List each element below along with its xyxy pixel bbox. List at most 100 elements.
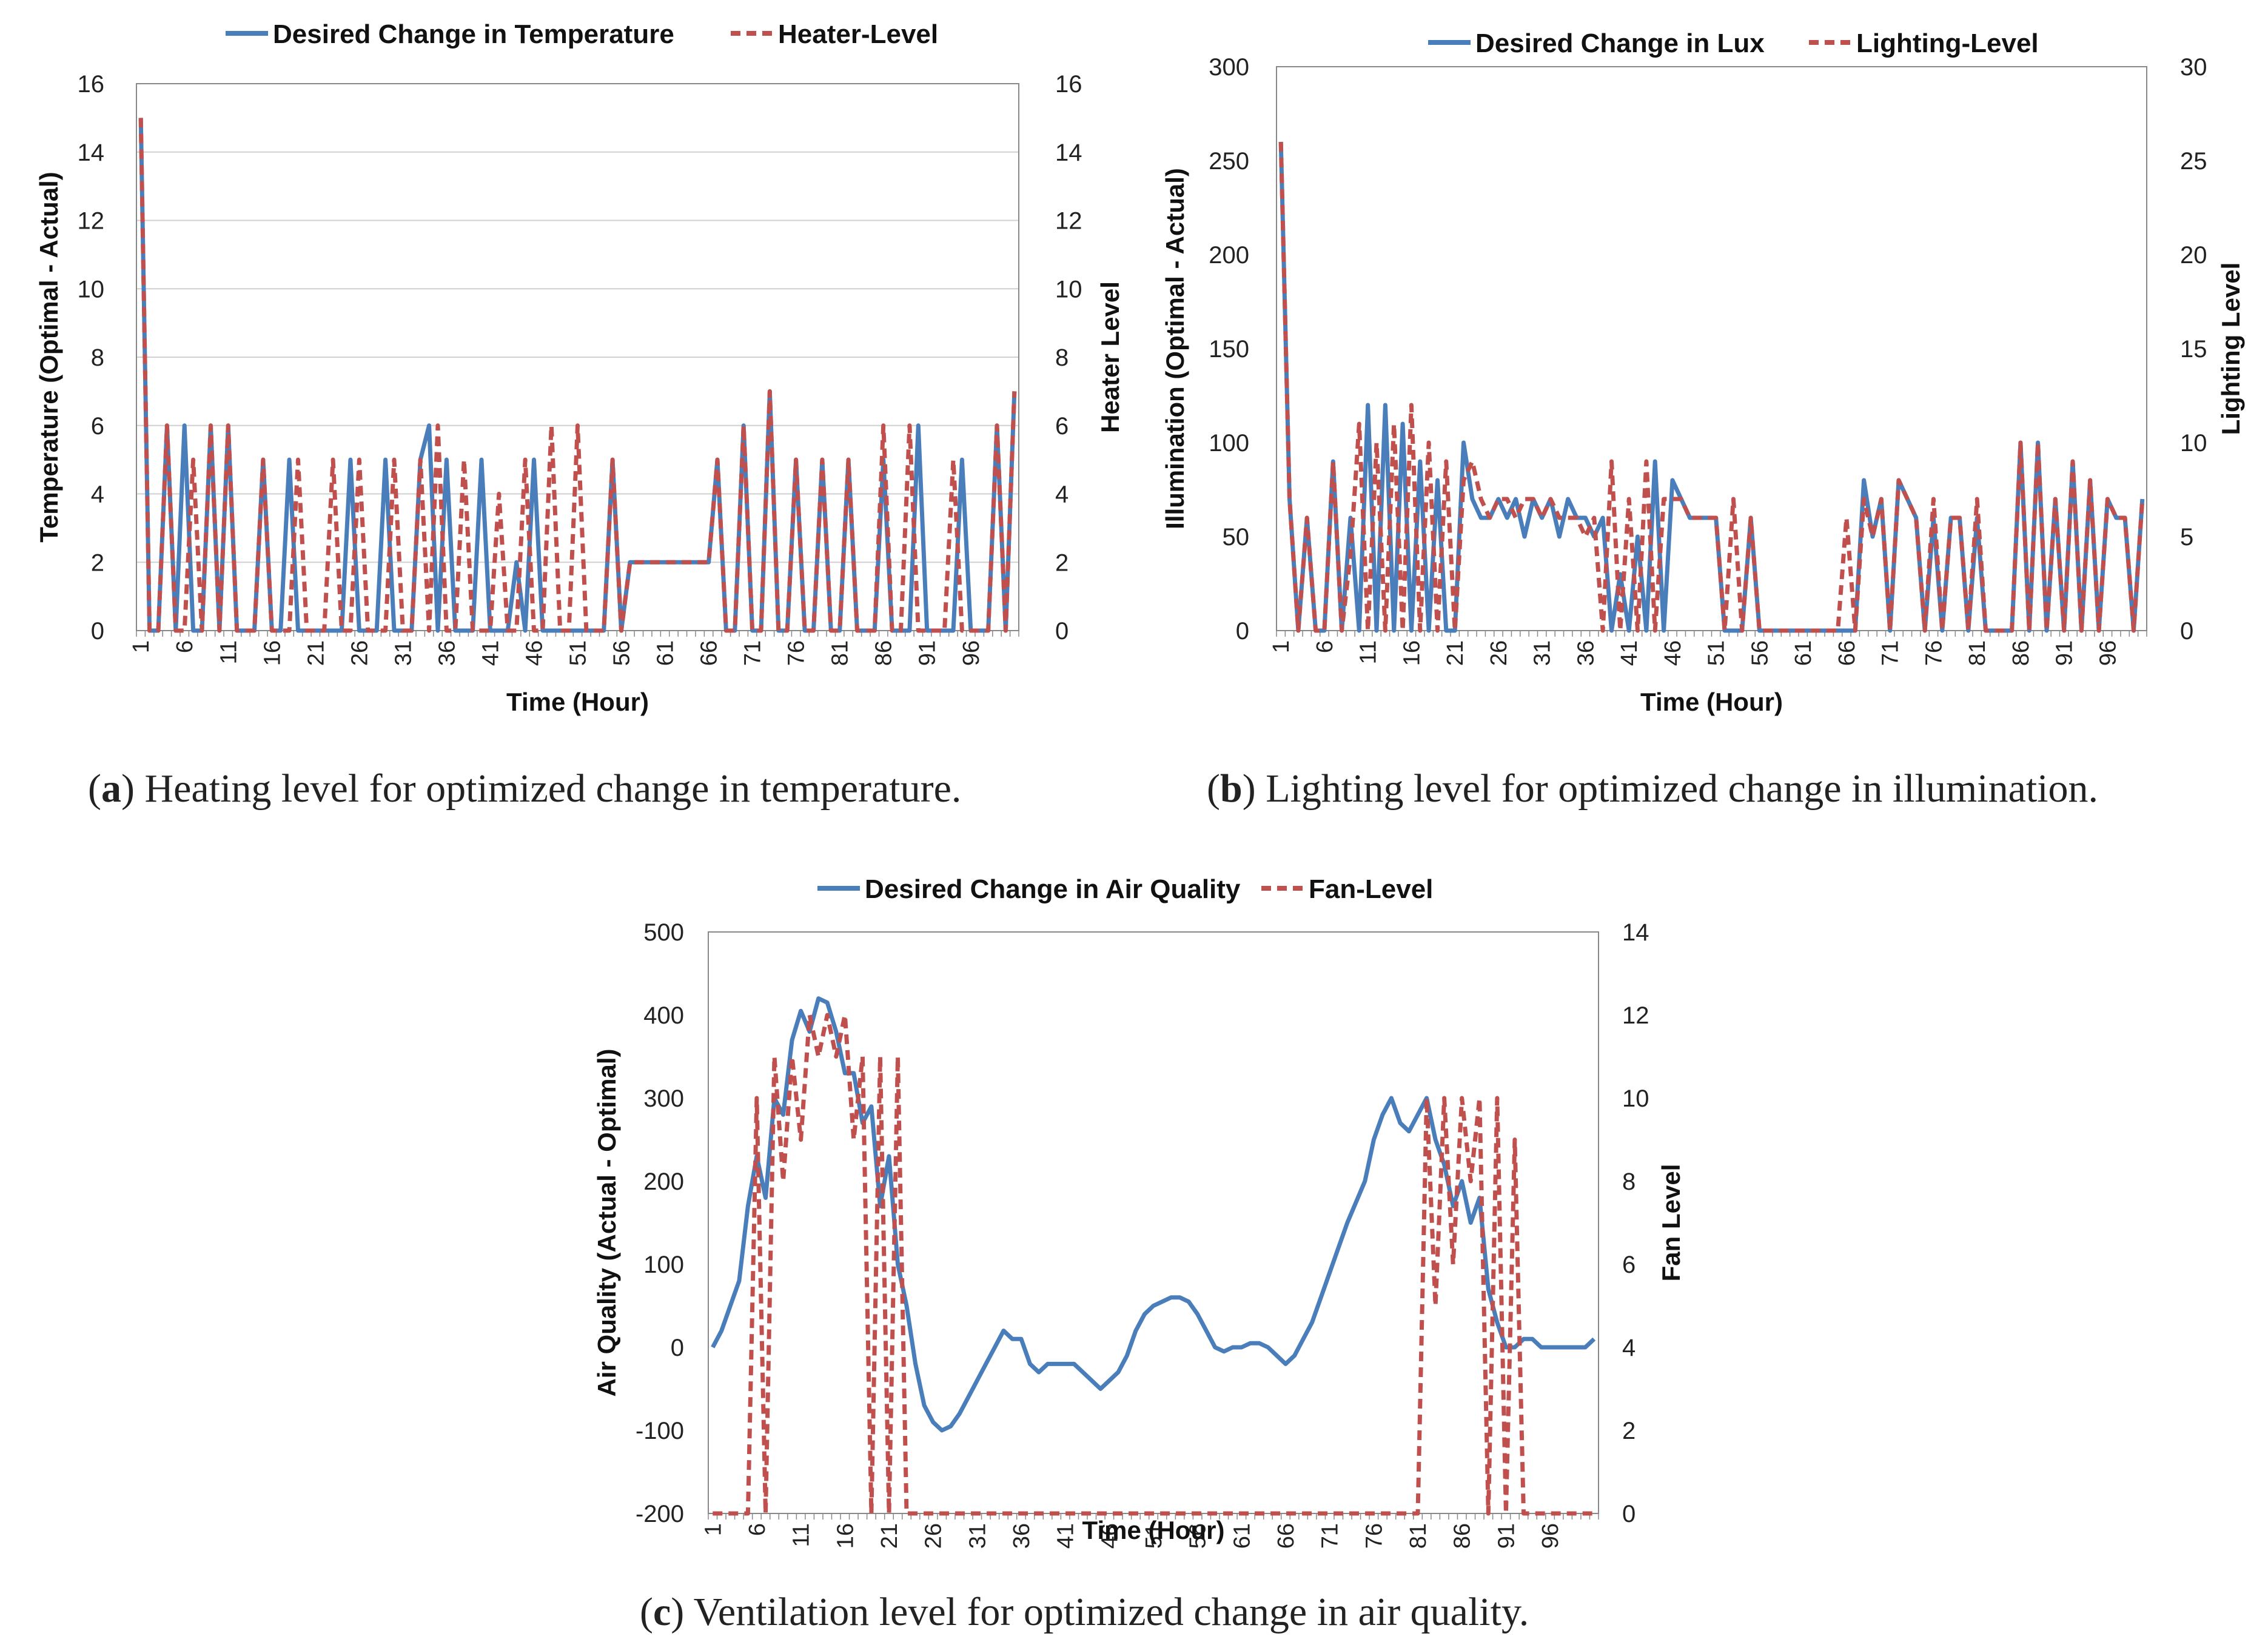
series-line-desired <box>711 996 1596 1433</box>
x-tick-label: 26 <box>347 640 372 666</box>
x-tick-label: 61 <box>653 640 679 666</box>
x-tick-label: 81 <box>1965 640 1990 666</box>
y2-tick-label: 20 <box>2180 242 2207 269</box>
y-tick-label: 2 <box>91 549 104 576</box>
x-tick-label: 61 <box>1229 1523 1255 1549</box>
y-tick-label: 150 <box>1209 336 1249 363</box>
x-tick-label: 46 <box>522 640 547 666</box>
x-tick-label: 41 <box>1053 1523 1079 1549</box>
x-tick-label: 6 <box>745 1523 770 1536</box>
legend-label: Desired Change in Air Quality <box>865 874 1241 904</box>
y-axis-title: Temperature (Optimal - Actual) <box>35 172 63 542</box>
y2-tick-label: 6 <box>1622 1252 1636 1278</box>
x-tick-label: 31 <box>1530 640 1555 666</box>
x-tick-label: 76 <box>784 640 810 666</box>
x-tick-label: 46 <box>1660 640 1686 666</box>
y-tick-label: 0 <box>671 1335 684 1361</box>
x-axis-title: Time (Hour) <box>1082 1516 1225 1544</box>
legend-label: Desired Change in Temperature <box>273 19 674 49</box>
x-tick-label: 81 <box>828 640 853 666</box>
x-tick-label: 11 <box>216 640 241 664</box>
y-tick-label: 500 <box>643 919 684 946</box>
x-tick-label: 51 <box>566 640 591 666</box>
y-tick-label: 16 <box>78 71 105 98</box>
y-axis-title: Air Quality (Actual - Optimal) <box>592 1048 621 1396</box>
series-line-desired <box>138 118 1017 633</box>
caption-a: (a) Heating level for optimized change i… <box>88 766 961 811</box>
x-tick-label: 26 <box>1486 640 1512 666</box>
x-tick-label: 96 <box>959 640 984 666</box>
x-tick-label: 1 <box>1269 640 1294 653</box>
x-tick-label: 56 <box>609 640 635 666</box>
y-tick-label: 100 <box>1209 430 1249 457</box>
y-tick-label: 8 <box>91 344 104 371</box>
y-tick-label: 12 <box>78 208 105 235</box>
y2-tick-label: 8 <box>1622 1168 1636 1195</box>
y2-tick-label: 12 <box>1622 1002 1649 1029</box>
y2-tick-label: 14 <box>1622 919 1649 946</box>
y2-tick-label: 10 <box>1622 1085 1649 1112</box>
x-tick-label: 36 <box>1009 1523 1035 1549</box>
x-tick-label: 41 <box>478 640 503 666</box>
x-tick-label: 31 <box>391 640 416 666</box>
y2-tick-label: 2 <box>1055 549 1069 576</box>
x-tick-label: 26 <box>921 1523 947 1549</box>
series-line-level <box>713 1013 1594 1516</box>
caption-c: (c) Ventilation level for optimized chan… <box>640 1590 1529 1634</box>
y-tick-label: 250 <box>1209 148 1249 175</box>
y-tick-label: 14 <box>78 139 105 166</box>
legend-label: Lighting-Level <box>1856 28 2039 58</box>
x-tick-label: 21 <box>303 640 329 666</box>
x-tick-label: 76 <box>1361 1523 1387 1549</box>
x-tick-label: 16 <box>260 640 285 666</box>
x-tick-label: 86 <box>871 640 897 666</box>
x-tick-label: 1 <box>700 1523 726 1536</box>
legend-label: Desired Change in Lux <box>1475 28 1765 58</box>
y2-axis-title: Fan Level <box>1657 1164 1685 1282</box>
y2-tick-label: 0 <box>1055 618 1069 645</box>
y-tick-label: 300 <box>643 1085 684 1112</box>
legend-label: Fan-Level <box>1309 874 1433 904</box>
y-tick-label: 4 <box>91 481 104 508</box>
x-tick-label: 61 <box>1791 640 1816 666</box>
x-tick-label: 36 <box>1573 640 1599 666</box>
series-line-desired <box>1278 141 2145 633</box>
y2-tick-label: 30 <box>2180 54 2207 81</box>
x-tick-label: 51 <box>1141 1523 1167 1549</box>
x-tick-label: 36 <box>434 640 460 666</box>
x-tick-label: 71 <box>1318 1523 1343 1549</box>
x-tick-label: 51 <box>1704 640 1730 666</box>
y-tick-label: 0 <box>91 618 104 645</box>
y2-tick-label: 12 <box>1055 208 1082 235</box>
x-tick-label: 71 <box>740 640 766 666</box>
y2-tick-label: 0 <box>2180 618 2193 645</box>
y2-tick-label: 5 <box>2180 524 2193 551</box>
x-tick-label: 6 <box>1312 640 1338 653</box>
y-tick-label: -200 <box>636 1501 684 1527</box>
x-tick-label: 66 <box>1834 640 1860 666</box>
x-tick-label: 66 <box>697 640 722 666</box>
y-tick-label: 400 <box>643 1002 684 1029</box>
plot-area <box>708 931 1599 1514</box>
y-tick-label: 100 <box>643 1252 684 1278</box>
y2-tick-label: 15 <box>2180 336 2207 363</box>
y-tick-label: 50 <box>1223 524 1250 551</box>
y-tick-label: 0 <box>1236 618 1249 645</box>
series-line-level <box>138 118 1017 633</box>
x-tick-label: 21 <box>1443 640 1468 666</box>
x-tick-label: 56 <box>1186 1523 1211 1549</box>
y-tick-label: 6 <box>91 413 104 440</box>
caption-b: (b) Lighting level for optimized change … <box>1207 766 2098 811</box>
x-axis-title: Time (Hour) <box>1640 688 1783 716</box>
y-tick-label: -100 <box>636 1418 684 1444</box>
x-axis-title: Time (Hour) <box>506 688 649 716</box>
x-tick-label: 76 <box>1921 640 1947 666</box>
y2-tick-label: 6 <box>1055 413 1069 440</box>
y2-tick-label: 2 <box>1622 1418 1636 1444</box>
y2-tick-label: 0 <box>1622 1501 1636 1527</box>
x-tick-label: 16 <box>1399 640 1424 666</box>
